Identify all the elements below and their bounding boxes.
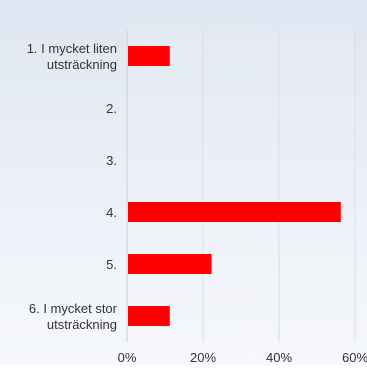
category-label-1: 1. I mycket liten utsträckning bbox=[27, 41, 117, 72]
category-label-6: 6. I mycket stor utsträckning bbox=[29, 301, 118, 332]
category-label-line: 2. bbox=[106, 101, 117, 116]
bar-6 bbox=[128, 306, 170, 326]
category-label-line: 5. bbox=[106, 257, 117, 272]
bar-1 bbox=[128, 46, 170, 66]
category-label-4: 4. bbox=[106, 205, 117, 220]
category-label-line: 1. I mycket liten bbox=[27, 41, 117, 56]
category-label-line: 4. bbox=[106, 205, 117, 220]
x-tick-label-20: 20% bbox=[190, 350, 216, 365]
x-tick-label-40: 40% bbox=[266, 350, 292, 365]
x-tick-label-0: 0% bbox=[118, 350, 137, 365]
bar-4 bbox=[128, 202, 341, 222]
category-label-line: 3. bbox=[106, 153, 117, 168]
category-label-line: 6. I mycket stor bbox=[29, 301, 118, 316]
category-label-line: utsträckning bbox=[47, 57, 117, 72]
x-tick-label-60: 60% bbox=[342, 350, 367, 365]
plot-area bbox=[127, 30, 355, 342]
category-label-5: 5. bbox=[106, 257, 117, 272]
bar-5 bbox=[128, 254, 212, 274]
category-label-3: 3. bbox=[106, 153, 117, 168]
category-label-2: 2. bbox=[106, 101, 117, 116]
category-label-line: utsträckning bbox=[47, 317, 117, 332]
